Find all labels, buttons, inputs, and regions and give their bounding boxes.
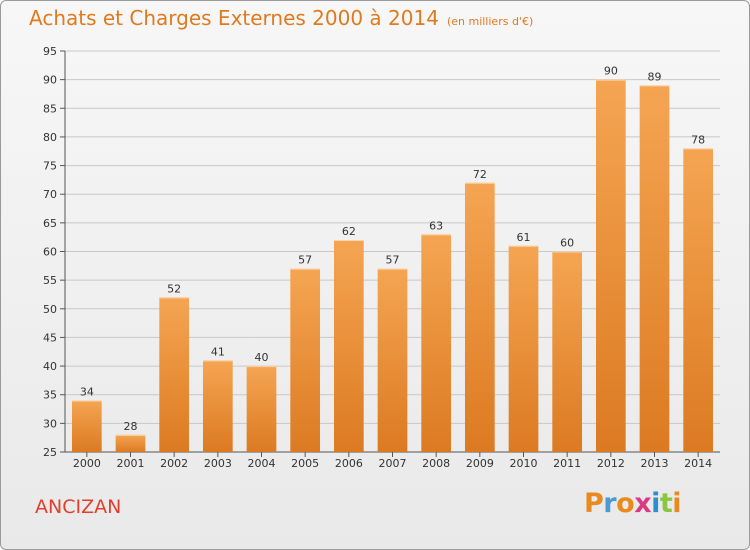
y-tick-label: 40: [43, 360, 57, 373]
bar: [159, 297, 190, 452]
bar: [639, 85, 670, 452]
logo-letter: r: [603, 488, 617, 519]
y-tick-label: 95: [43, 45, 57, 58]
logo-letter: i: [672, 488, 682, 519]
y-tick-label: 30: [43, 417, 57, 430]
y-tick-label: 75: [43, 160, 57, 173]
x-tick-label: 2008: [422, 457, 450, 470]
x-tick-label: 2001: [117, 457, 145, 470]
proxiti-logo: Proxiti: [584, 488, 682, 519]
y-tick-label: 45: [43, 331, 57, 344]
data-label: 62: [342, 225, 356, 238]
x-tick-label: 2006: [335, 457, 363, 470]
bar: [508, 245, 539, 452]
y-tick-label: 35: [43, 389, 57, 402]
data-label: 61: [517, 231, 531, 244]
logo-letter: o: [616, 488, 635, 519]
logo-letter: i: [651, 488, 660, 519]
bar: [595, 79, 626, 453]
data-label: 40: [255, 351, 269, 364]
bar: [115, 434, 146, 452]
y-tick-label: 90: [43, 74, 57, 87]
data-label: 78: [691, 133, 705, 146]
x-tick-label: 2003: [204, 457, 232, 470]
data-label: 72: [473, 168, 487, 181]
data-label: 90: [604, 65, 618, 78]
chart-subtitle: (en milliers d'€): [446, 15, 534, 28]
x-tick-label: 2011: [553, 457, 581, 470]
x-tick-label: 2002: [160, 457, 188, 470]
y-tick-label: 50: [43, 303, 57, 316]
x-tick-label: 2009: [466, 457, 494, 470]
bar: [71, 400, 102, 452]
data-label: 57: [298, 254, 312, 267]
y-tick-label: 60: [43, 246, 57, 259]
x-tick-label: 2005: [291, 457, 319, 470]
data-label: 57: [386, 254, 400, 267]
bar: [246, 366, 277, 452]
logo-letter: P: [584, 488, 604, 519]
data-labels: 34 28 52 41 40 57 62 57 63 72 61 60 90 89 78: [80, 65, 705, 433]
bar: [683, 148, 714, 452]
chart-title: Achats et Charges Externes 2000 à 2014: [29, 6, 439, 30]
data-label: 52: [167, 282, 181, 295]
x-tick-label: 2012: [597, 457, 625, 470]
bars: [71, 79, 714, 453]
x-tick-label: 2000: [73, 457, 101, 470]
bar: [290, 268, 321, 452]
data-label: 60: [560, 237, 574, 250]
data-label: 89: [648, 70, 662, 83]
data-label: 34: [80, 385, 94, 398]
bar: [552, 251, 583, 452]
x-tick-label: 2013: [641, 457, 669, 470]
y-tick-label: 25: [43, 446, 57, 459]
data-label: 41: [211, 345, 225, 358]
y-tick-label: 65: [43, 217, 57, 230]
y-tick-label: 55: [43, 274, 57, 287]
logo-letter: t: [659, 488, 673, 519]
data-label: 28: [124, 420, 138, 433]
bar: [202, 360, 233, 452]
commune-name: ANCIZAN: [35, 496, 122, 518]
y-tick-label: 70: [43, 188, 57, 201]
data-label: 63: [429, 219, 443, 232]
bar: [333, 240, 364, 452]
logo-letter: x: [634, 488, 652, 519]
bar: [421, 234, 452, 452]
chart-title-block: Achats et Charges Externes 2000 à 2014 (e…: [29, 6, 533, 30]
x-tick-label: 2014: [684, 457, 712, 470]
x-tick-label: 2010: [510, 457, 538, 470]
y-tick-label: 80: [43, 131, 57, 144]
bar: [464, 182, 495, 452]
x-tick-label: 2004: [248, 457, 276, 470]
bar: [377, 268, 408, 452]
y-tick-label: 85: [43, 102, 57, 115]
x-tick-label: 2007: [379, 457, 407, 470]
